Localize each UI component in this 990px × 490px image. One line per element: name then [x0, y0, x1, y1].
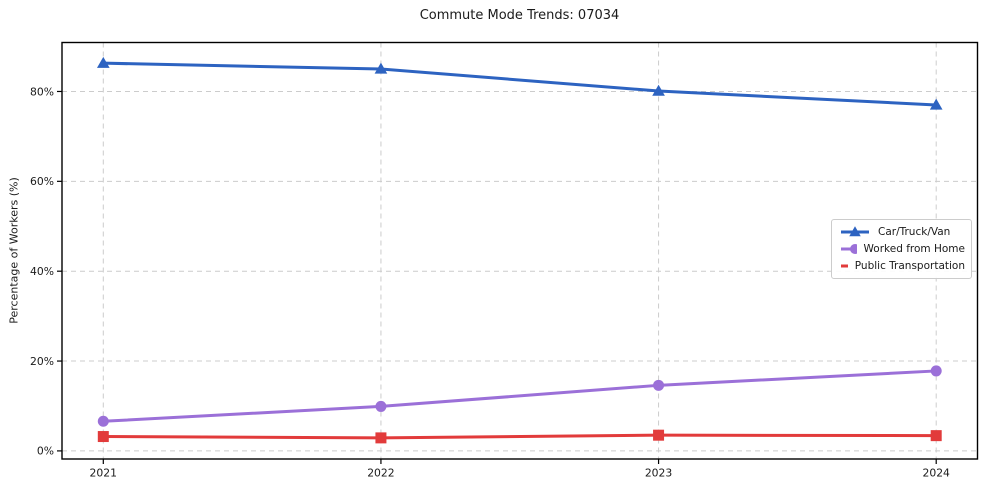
- series-worked-from-home: [97, 365, 942, 427]
- legend-label: Worked from Home: [863, 243, 965, 255]
- legend-item: Public Transportation: [839, 259, 965, 273]
- y-tick-label: 40%: [30, 265, 54, 278]
- y-tick-label: 80%: [30, 85, 54, 98]
- x-tick-label: 2022: [367, 467, 394, 480]
- axes-box: [61, 41, 979, 460]
- legend-item: Car/Truck/Van: [839, 225, 965, 239]
- legend-item: Worked from Home: [839, 242, 965, 256]
- axis-ticks: 0% 20% 40% 60% 80% 2021 2022 2023 2024: [30, 85, 950, 479]
- y-tick-label: 20%: [30, 355, 54, 368]
- legend-square-marker-icon: [841, 264, 848, 268]
- data-series: [96, 56, 943, 444]
- x-tick-label: 2021: [90, 467, 117, 480]
- legend: Car/Truck/Van Worked from Home Public Tran…: [831, 219, 972, 279]
- legend-label: Public Transportation: [854, 260, 965, 272]
- legend-circle-marker-icon: [841, 244, 857, 254]
- x-tick-label: 2024: [922, 467, 950, 480]
- legend-label: Car/Truck/Van: [878, 226, 951, 238]
- legend-triangle-marker-icon: [841, 226, 869, 237]
- x-tick-label: 2023: [645, 467, 672, 480]
- series-public-transportation: [97, 429, 942, 444]
- series-car-truck-van: [96, 56, 943, 110]
- y-tick-label: 60%: [30, 175, 54, 188]
- y-tick-label: 0%: [37, 445, 54, 458]
- chart-title: Commute Mode Trends: 07034: [419, 8, 620, 23]
